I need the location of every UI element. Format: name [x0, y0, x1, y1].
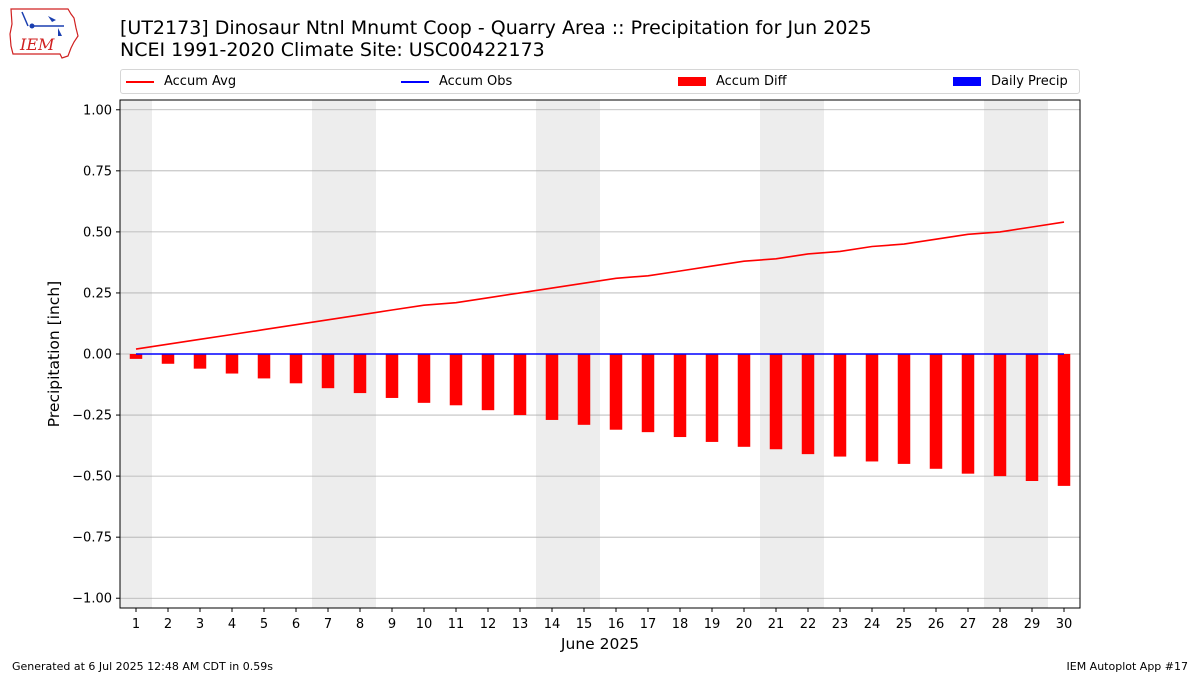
bar-accum-diff: [865, 354, 879, 462]
bar-accum-diff: [609, 354, 623, 430]
x-tick-label: 28: [992, 617, 1009, 632]
bar-accum-diff: [417, 354, 431, 403]
x-tick-label: 21: [768, 617, 785, 632]
bar-accum-diff: [257, 354, 271, 379]
legend-item-accum-avg: Accum Avg: [126, 70, 236, 93]
x-tick-label: 6: [292, 617, 300, 632]
x-tick-label: 30: [1056, 617, 1073, 632]
y-tick-label: 0.25: [83, 286, 112, 301]
x-axis-label: June 2025: [560, 635, 639, 653]
x-tick-label: 18: [672, 617, 689, 632]
bar-accum-diff: [1025, 354, 1039, 481]
bar-accum-diff: [929, 354, 943, 469]
bar-accum-diff: [449, 354, 463, 406]
legend-swatch: [401, 80, 429, 83]
bar-accum-diff: [385, 354, 399, 398]
legend-swatch: [953, 77, 981, 86]
x-tick-label: 11: [448, 617, 465, 632]
legend-item-accum-obs: Accum Obs: [401, 70, 512, 93]
bar-accum-diff: [737, 354, 751, 447]
x-tick-label: 27: [960, 617, 977, 632]
legend-label: Daily Precip: [991, 74, 1068, 89]
legend-label: Accum Diff: [716, 74, 787, 89]
x-tick-label: 14: [544, 617, 561, 632]
legend-swatch: [126, 80, 154, 83]
x-tick-label: 24: [864, 617, 881, 632]
x-tick-label: 9: [388, 617, 396, 632]
bar-accum-diff: [193, 354, 207, 369]
bar-accum-diff: [481, 354, 495, 411]
x-tick-label: 29: [1024, 617, 1041, 632]
legend: Accum Avg Accum Obs Accum Diff Daily Pre…: [120, 69, 1080, 94]
x-tick-label: 4: [228, 617, 236, 632]
x-tick-label: 5: [260, 617, 268, 632]
footer-app: IEM Autoplot App #17: [1066, 660, 1189, 673]
y-tick-label: 1.00: [83, 103, 112, 118]
footer-generated: Generated at 6 Jul 2025 12:48 AM CDT in …: [12, 660, 273, 673]
line-accum-avg: [135, 221, 1065, 350]
y-tick-label: −0.50: [72, 470, 112, 485]
bar-accum-diff: [769, 354, 783, 450]
x-tick-label: 2: [164, 617, 172, 632]
x-tick-label: 26: [928, 617, 945, 632]
x-tick-label: 23: [832, 617, 849, 632]
bar-accum-diff: [833, 354, 847, 457]
legend-swatch: [678, 77, 706, 86]
bar-accum-diff: [993, 354, 1007, 477]
bar-accum-diff: [673, 354, 687, 438]
legend-item-accum-diff: Accum Diff: [678, 70, 787, 93]
y-tick-label: −0.25: [72, 409, 112, 424]
x-tick-label: 7: [324, 617, 332, 632]
x-tick-label: 22: [800, 617, 817, 632]
legend-label: Accum Obs: [439, 74, 513, 89]
x-tick-label: 16: [608, 617, 625, 632]
iem-logo: IEM: [8, 6, 80, 60]
x-tick-label: 8: [356, 617, 364, 632]
bar-accum-diff: [353, 354, 367, 394]
x-tick-label: 20: [736, 617, 753, 632]
logo-text: IEM: [19, 35, 55, 54]
y-axis-label: Precipitation [inch]: [45, 281, 63, 427]
bar-accum-diff: [129, 354, 143, 359]
bar-accum-diff: [705, 354, 719, 442]
x-tick-label: 25: [896, 617, 913, 632]
y-tick-label: −1.00: [72, 592, 112, 607]
bar-accum-diff: [897, 354, 911, 464]
bar-accum-diff: [289, 354, 303, 384]
y-tick-label: 0.75: [83, 164, 112, 179]
bar-accum-diff: [161, 354, 175, 364]
x-tick-label: 10: [416, 617, 433, 632]
y-tick-label: 0.00: [83, 348, 112, 363]
chart-title: [UT2173] Dinosaur Ntnl Mnumt Coop - Quar…: [120, 17, 872, 39]
bar-accum-diff: [577, 354, 591, 425]
y-tick-label: −0.75: [72, 531, 112, 546]
bar-accum-diff: [801, 354, 815, 455]
x-tick-label: 12: [480, 617, 497, 632]
legend-label: Accum Avg: [164, 74, 237, 89]
x-tick-label: 15: [576, 617, 593, 632]
bar-accum-diff: [641, 354, 655, 433]
bar-accum-diff: [321, 354, 335, 389]
y-tick-label: 0.50: [83, 225, 112, 240]
bar-accum-diff: [545, 354, 559, 420]
x-tick-label: 19: [704, 617, 721, 632]
x-tick-label: 3: [196, 617, 204, 632]
bar-accum-diff: [513, 354, 527, 416]
chart-subtitle: NCEI 1991-2020 Climate Site: USC00422173: [120, 39, 545, 61]
bar-accum-diff: [1057, 354, 1071, 486]
x-tick-label: 13: [512, 617, 529, 632]
x-tick-label: 17: [640, 617, 657, 632]
bar-accum-diff: [961, 354, 975, 474]
bar-accum-diff: [225, 354, 239, 374]
legend-item-daily-precip: Daily Precip: [953, 70, 1068, 93]
x-tick-label: 1: [132, 617, 140, 632]
